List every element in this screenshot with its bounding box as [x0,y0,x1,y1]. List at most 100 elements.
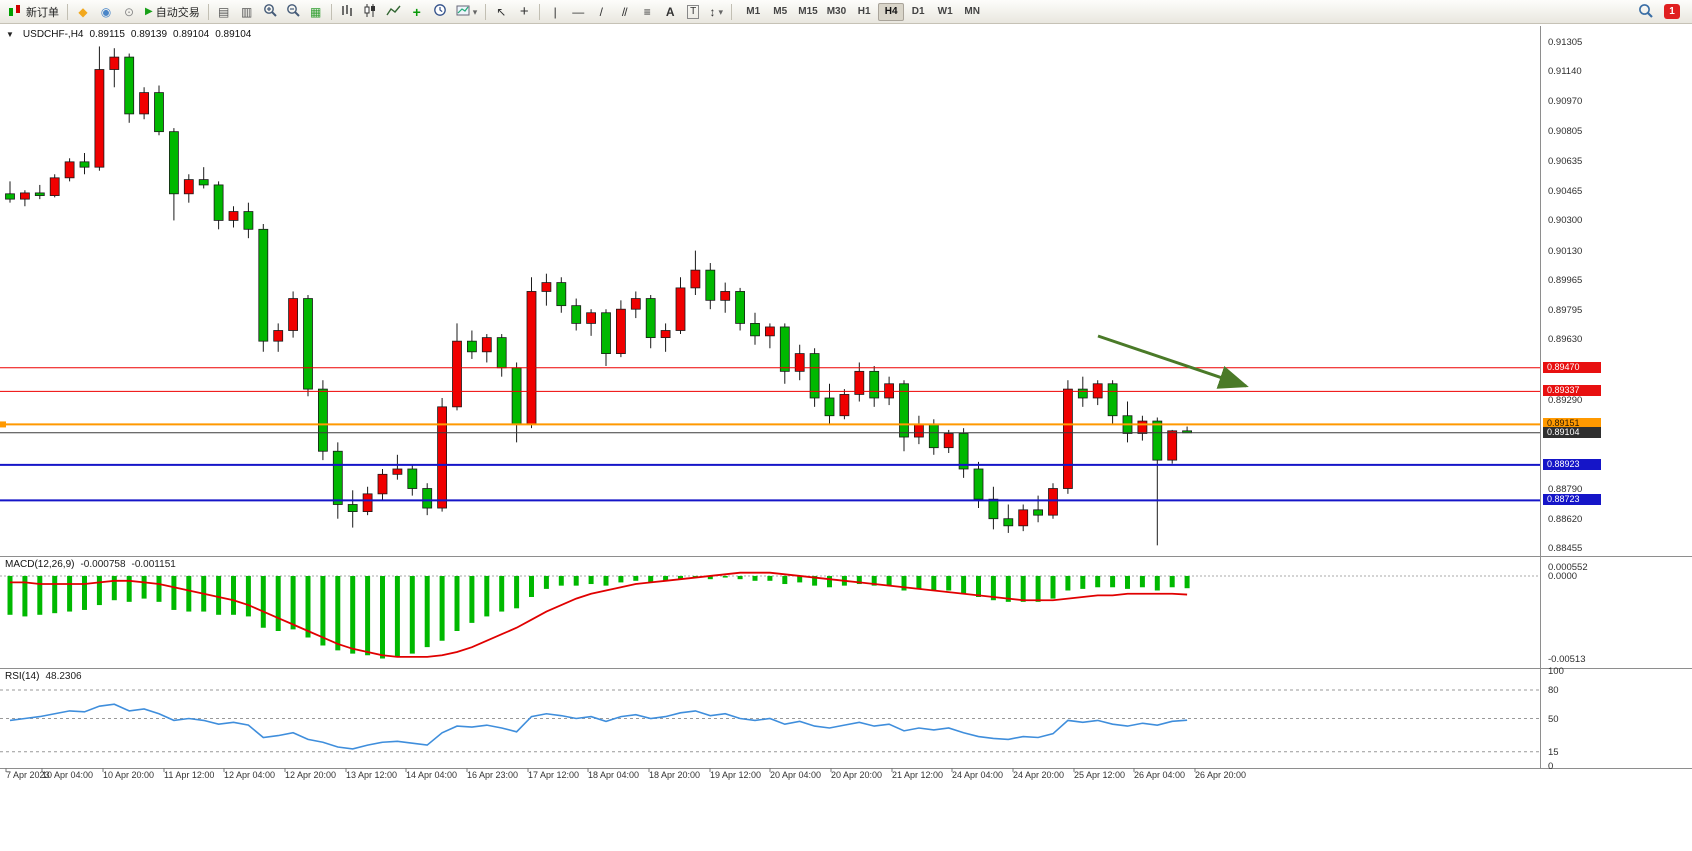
profile-window-icon: ▤ [218,4,230,19]
new-order-button[interactable]: 新订单 [4,2,63,22]
timeframe-h1[interactable]: H1 [851,3,877,21]
vertical-line-icon: | [553,4,557,19]
data-window-icon: ▥ [241,4,253,19]
templates-icon [456,4,470,20]
support-icon: ⊙ [123,4,135,19]
trendline-tool-button[interactable]: / [590,2,612,22]
clock-icon [433,3,447,20]
toolbar-separator [207,3,209,20]
cursor-icon: ↖ [496,4,507,19]
rsi-line [9,703,1188,750]
toolbar-separator [330,3,332,20]
macd-value: -0.000758 [80,559,126,570]
horizontal-line-tool-button[interactable]: — [567,2,589,22]
cursor-tool-button[interactable]: ↖ [490,2,512,22]
new-order-label: 新订单 [26,6,59,19]
dropdown-icon: ▾ [718,6,723,17]
shapes-icon: ↕ [709,4,716,19]
candlestick-series [5,46,1192,546]
community-icon: ◉ [100,4,112,19]
quote-open: 0.89115 [89,29,125,40]
text-tool-icon: A [665,4,675,19]
timeframe-m1[interactable]: M1 [740,3,766,21]
timeframe-mn[interactable]: MN [959,3,985,21]
community-button[interactable]: ◉ [95,2,117,22]
zoom-in-button[interactable] [259,2,281,22]
fibonacci-tool-button[interactable]: ≡ [636,2,658,22]
mql5-icon: ◆ [78,4,88,19]
rsi-header: RSI(14) 48.2306 [5,671,82,682]
toolbar-separator [485,3,487,20]
timeframe-w1[interactable]: W1 [932,3,958,21]
rsi-label: RSI(14) [5,671,40,682]
macd-label: MACD(12,26,9) [5,559,75,570]
trend-arrow-annotation[interactable] [1097,334,1249,389]
rsi-panel [0,689,1540,753]
tile-windows-button[interactable]: ▦ [305,2,327,22]
zoom-in-icon [263,3,277,20]
crosshair-tool-button[interactable]: + [513,2,535,22]
line-anchor-handle [0,421,6,428]
toolbar-separator [731,3,733,20]
macd-signal-line [10,571,1188,658]
timeframe-d1[interactable]: D1 [905,3,931,21]
channel-icon: // [621,4,628,19]
horizontal-level-lines[interactable] [0,367,1540,502]
fibonacci-icon: ≡ [643,4,651,19]
line-chart-button[interactable] [382,2,405,22]
chart-area[interactable] [0,24,1692,851]
channel-tool-button[interactable]: // [613,2,635,22]
macd-signal-value: -0.001151 [131,559,176,570]
toolbar-separator [539,3,541,20]
notification-badge[interactable]: 1 [1664,4,1680,19]
bar-chart-button[interactable] [336,2,358,22]
timeframe-h4[interactable]: H4 [878,2,905,21]
text-label-icon: T [687,4,700,19]
quote-high: 0.89139 [130,29,168,40]
timeframe-group: M1 M5 M15 M30 H1 H4 D1 W1 MN [740,2,985,21]
mql5-button[interactable]: ◆ [72,2,94,22]
shapes-tool-button[interactable]: ↕ ▾ [705,2,727,22]
time-axis-ticks [5,768,1196,772]
auto-trading-icon: ▶ [145,5,153,17]
chart-symbol-title: USDCHF-,H4 [22,29,84,40]
quote-close: 0.89104 [215,29,252,40]
timeframe-m15[interactable]: M15 [794,3,821,21]
templates-button[interactable]: ▾ [452,2,482,22]
tile-windows-icon: ▦ [310,4,322,19]
zoom-out-button[interactable] [282,2,304,22]
chart-collapse-icon[interactable]: ▼ [6,30,14,39]
indicators-button[interactable]: + [406,2,428,22]
timeframe-m5[interactable]: M5 [767,3,793,21]
quote-low: 0.89104 [173,29,210,40]
periods-clock-button[interactable] [429,2,451,22]
search-button[interactable] [1634,2,1657,22]
rsi-value: 48.2306 [45,671,82,682]
macd-header: MACD(12,26,9) -0.000758 -0.001151 [5,559,176,570]
chart-header: ▼ USDCHF-,H4 0.89115 0.89139 0.89104 0.8… [6,29,251,40]
search-icon [1638,3,1653,21]
candlestick-chart-icon [363,3,377,20]
panel-dividers [0,26,1692,769]
horizontal-line-icon: — [572,4,585,19]
line-chart-icon [386,4,401,20]
toolbar-separator [67,3,68,20]
dropdown-icon: ▾ [472,6,478,17]
support-button[interactable]: ⊙ [118,2,140,22]
text-tool-button[interactable]: A [659,2,681,22]
auto-trading-label: 自动交易 [155,6,200,19]
timeframe-m30[interactable]: M30 [823,3,850,21]
crosshair-icon: + [519,2,529,20]
indicators-plus-icon: + [412,3,421,20]
text-label-tool-button[interactable]: T [682,2,704,22]
toolbar: 新订单 ◆ ◉ ⊙ ▶ 自动交易 ▤ ▥ ▦ + ▾ ↖ + | — / // … [0,0,1692,24]
auto-trading-button[interactable]: ▶ 自动交易 [141,2,204,22]
profiles-button[interactable]: ▤ [213,2,235,22]
trendline-icon: / [599,4,603,19]
vertical-line-tool-button[interactable]: | [544,2,566,22]
candlestick-chart-button[interactable] [359,2,381,22]
macd-panel [0,571,1540,659]
new-order-icon [8,4,23,20]
data-window-button[interactable]: ▥ [236,2,258,22]
